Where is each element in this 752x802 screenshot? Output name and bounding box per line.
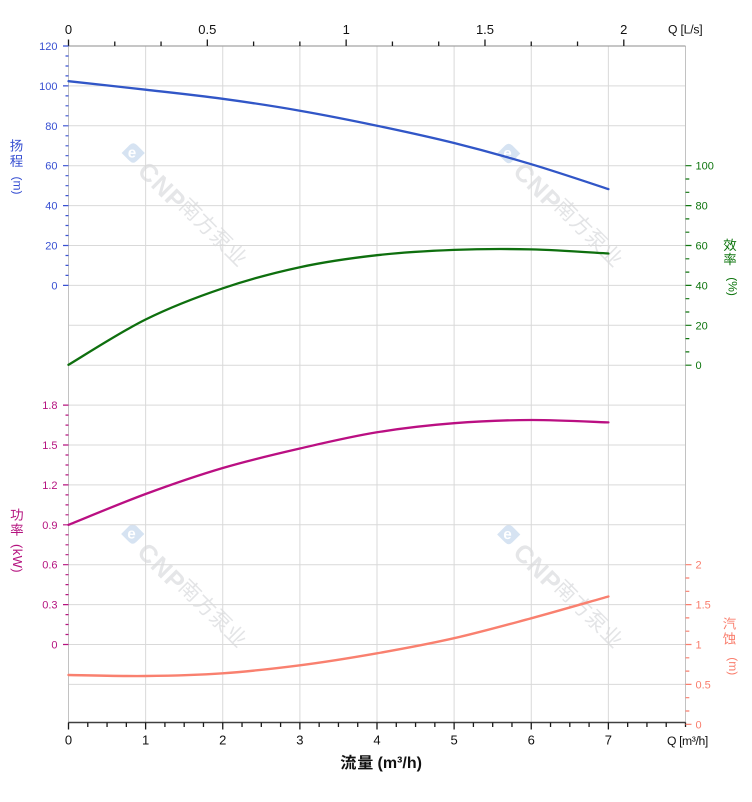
- svg-text:2: 2: [219, 733, 226, 748]
- svg-text:0.5: 0.5: [198, 22, 216, 37]
- svg-text:0.9: 0.9: [42, 520, 57, 532]
- svg-text:(kW): (kW): [10, 544, 25, 573]
- svg-text:(m): (m): [726, 657, 740, 675]
- svg-text:0: 0: [696, 719, 702, 731]
- svg-text:40: 40: [45, 201, 57, 213]
- svg-text:0: 0: [65, 733, 72, 748]
- svg-text:100: 100: [696, 161, 714, 173]
- svg-text:(%): (%): [726, 277, 740, 296]
- svg-text:120: 120: [39, 41, 57, 53]
- svg-text:0: 0: [51, 640, 57, 652]
- svg-text:60: 60: [45, 161, 57, 173]
- svg-text:1.5: 1.5: [696, 600, 711, 612]
- svg-text:80: 80: [696, 201, 708, 213]
- svg-text:7: 7: [605, 733, 612, 748]
- svg-text:0.3: 0.3: [42, 600, 57, 612]
- svg-text:2: 2: [696, 560, 702, 572]
- svg-text:20: 20: [45, 241, 57, 253]
- svg-text:0.6: 0.6: [42, 560, 57, 572]
- svg-text:40: 40: [696, 280, 708, 292]
- svg-text:(m): (m): [11, 177, 25, 195]
- svg-text:(m³/h): (m³/h): [378, 755, 422, 772]
- svg-text:e: e: [127, 525, 137, 543]
- svg-text:100: 100: [39, 81, 57, 93]
- svg-text:60: 60: [696, 241, 708, 253]
- svg-text:1.2: 1.2: [42, 480, 57, 492]
- svg-text:e: e: [503, 526, 513, 544]
- svg-text:20: 20: [696, 320, 708, 332]
- svg-text:1: 1: [142, 733, 149, 748]
- svg-text:0.5: 0.5: [696, 679, 711, 691]
- svg-text:e: e: [503, 145, 513, 163]
- svg-text:2: 2: [620, 22, 627, 37]
- svg-text:0: 0: [51, 280, 57, 292]
- svg-text:6: 6: [528, 733, 535, 748]
- svg-text:Q [L/s]: Q [L/s]: [668, 23, 703, 37]
- svg-text:1.8: 1.8: [42, 400, 57, 412]
- svg-text:4: 4: [373, 733, 380, 748]
- svg-text:80: 80: [45, 121, 57, 133]
- svg-text:1.5: 1.5: [42, 440, 57, 452]
- svg-text:1: 1: [343, 22, 350, 37]
- svg-text:Q [m³/h]: Q [m³/h]: [667, 734, 708, 748]
- svg-text:0: 0: [696, 360, 702, 372]
- svg-text:1.5: 1.5: [476, 22, 494, 37]
- svg-text:3: 3: [296, 733, 303, 748]
- svg-text:5: 5: [450, 733, 457, 748]
- svg-text:e: e: [127, 144, 137, 162]
- svg-text:1: 1: [696, 640, 702, 652]
- svg-text:0: 0: [65, 22, 72, 37]
